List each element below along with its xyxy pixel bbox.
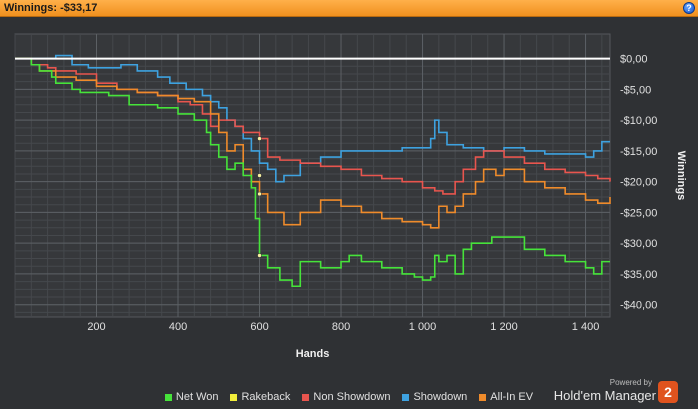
legend-swatch: [164, 393, 172, 401]
powered-by-label: Powered by: [609, 378, 652, 387]
x-tick-label: 1 200: [490, 321, 518, 333]
x-tick-label: 600: [250, 321, 268, 333]
help-icon[interactable]: ?: [683, 2, 695, 14]
y-tick-label: $0,00: [620, 54, 648, 66]
legend-item[interactable]: Net Won: [164, 389, 219, 405]
y-tick-label: -$35,00: [620, 269, 657, 281]
series-line-net-won: [15, 57, 610, 288]
hover-marker: [257, 253, 262, 258]
legend-label: Non Showdown: [313, 391, 391, 403]
winnings-title: Winnings: -$33,17: [4, 2, 98, 14]
legend-item[interactable]: Non Showdown: [302, 389, 390, 405]
y-tick-label: -$40,00: [620, 300, 657, 312]
legend-swatch: [479, 393, 487, 401]
x-tick-label: 400: [169, 321, 187, 333]
title-bar: Winnings: -$33,17 ?: [0, 0, 698, 17]
hover-marker: [257, 173, 262, 178]
legend-item[interactable]: Rakeback: [230, 389, 290, 405]
y-tick-label: -$10,00: [620, 115, 657, 127]
x-axis-label: Hands: [296, 348, 330, 360]
chart-legend: Net Won Rakeback Non Showdown Showdown All-I…: [0, 389, 698, 405]
legend-label: Net Won: [175, 391, 219, 403]
hover-marker: [257, 191, 262, 197]
hm2-logo-icon: 2: [658, 381, 678, 403]
y-tick-label: -$30,00: [620, 238, 657, 250]
x-tick-label: 1 000: [409, 321, 437, 333]
legend-label: All-In EV: [490, 391, 534, 403]
branding: Powered by Hold'em Manager 2: [552, 378, 692, 406]
y-tick-label: -$25,00: [620, 207, 657, 219]
series-line-all-in-ev: [15, 57, 611, 229]
y-axis-label: Winnings: [675, 151, 687, 200]
x-tick-label: 200: [87, 321, 105, 333]
y-tick-label: -$5,00: [620, 84, 651, 96]
plot-area: [14, 33, 611, 318]
legend-swatch: [302, 393, 310, 401]
x-tick-label: 1 400: [572, 321, 600, 333]
legend-swatch: [230, 393, 238, 401]
legend-label: Showdown: [413, 391, 468, 403]
x-tick-label: 800: [332, 321, 350, 333]
legend-swatch: [402, 393, 410, 401]
winnings-chart: 200 400 600 800 1 000 1 200 1 400 $0,00 -$5,00 -$…: [14, 33, 687, 360]
y-tick-label: -$20,00: [620, 177, 657, 189]
legend-label: Rakeback: [241, 391, 291, 403]
product-name: Hold'em Manager: [553, 388, 656, 403]
hover-marker: [257, 136, 262, 141]
legend-item[interactable]: Showdown: [402, 389, 467, 405]
y-tick-label: -$15,00: [620, 146, 657, 158]
legend-item[interactable]: All-In EV: [479, 389, 533, 405]
